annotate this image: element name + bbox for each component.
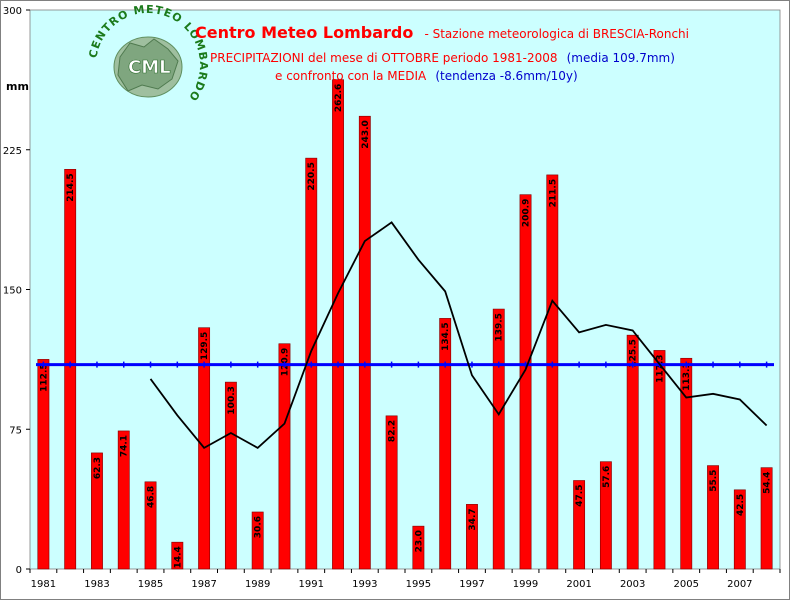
- bar: [573, 480, 586, 570]
- x-tick-label: 1989: [245, 579, 270, 590]
- bar-value-label: 34.7: [468, 508, 478, 530]
- x-tick-label: 2001: [566, 579, 591, 590]
- x-tick-label: 1983: [84, 579, 109, 590]
- bar: [37, 359, 50, 570]
- x-tick-label: 1997: [459, 579, 484, 590]
- x-tick-label: 1981: [31, 579, 56, 590]
- bar-value-label: 74.1: [120, 435, 130, 457]
- bar: [91, 452, 103, 570]
- bar: [358, 115, 371, 570]
- bar-value-label: 220.5: [307, 162, 317, 190]
- chart-subtitle-2: e confronto con la MEDIA (tendenza -8.6m…: [275, 65, 578, 84]
- subtitle-1-blue: (media 109.7mm): [567, 51, 675, 65]
- bar: [171, 541, 184, 570]
- y-axis: 0 75 150 225 300: [3, 6, 30, 576]
- subtitle-2-blue: (tendenza -8.6mm/10y): [435, 69, 577, 83]
- bar: [117, 430, 130, 570]
- bar: [626, 334, 639, 570]
- subtitle-2-red: e confronto con la MEDIA: [275, 69, 427, 83]
- x-axis: 1981 1983 1985 1987 1989 1991 1993 1995 1997 1999…: [29, 569, 781, 590]
- x-tick-label: 1987: [191, 579, 216, 590]
- bar-value-label: 120.9: [280, 348, 290, 376]
- bar: [251, 511, 264, 570]
- bar-value-label: 262.6: [334, 84, 344, 112]
- bar: [546, 174, 559, 570]
- bar-value-label: 117.3: [655, 354, 665, 382]
- x-tick-label: 1995: [406, 579, 431, 590]
- logo-initials: CML: [128, 57, 171, 78]
- bar-value-label: 47.5: [575, 484, 585, 506]
- bar-value-label: 62.3: [93, 457, 103, 479]
- bar-value-label: 134.5: [441, 322, 451, 350]
- bar-value-label: 243.0: [361, 120, 371, 148]
- bar: [653, 350, 666, 570]
- y-tick-label: 225: [3, 146, 22, 157]
- bar: [466, 504, 478, 570]
- y-tick-label: 75: [9, 425, 22, 436]
- bar: [599, 461, 612, 570]
- bar-value-label: 54.4: [763, 472, 773, 494]
- chart-title: Centro Meteo Lombardo - Stazione meteoro…: [195, 23, 689, 42]
- moving-average-line: [149, 221, 768, 450]
- bar-value-label: 100.3: [227, 386, 237, 414]
- subtitle-1-red: PRECIPITAZIONI del mese di OTTOBRE perio…: [210, 51, 558, 65]
- bar-value-label: 46.8: [147, 486, 157, 508]
- bar-value-label: 14.4: [173, 546, 183, 568]
- x-tick-label: 1985: [138, 579, 163, 590]
- title-main: Centro Meteo Lombardo: [195, 23, 413, 42]
- bar: [492, 308, 505, 570]
- bar-value-label: 23.0: [414, 530, 424, 552]
- bar: [144, 481, 157, 570]
- bar-value-label: 112.5: [39, 363, 49, 391]
- bar-value-label: 30.6: [254, 516, 264, 538]
- y-tick-label: 300: [3, 6, 22, 17]
- bar: [224, 381, 237, 570]
- bar: [412, 525, 425, 570]
- x-tick-label: 1991: [299, 579, 324, 590]
- bar-value-label: 82.2: [388, 420, 398, 442]
- bar: [385, 415, 398, 570]
- y-tick-label: 0: [16, 565, 22, 576]
- chart-subtitle-1: PRECIPITAZIONI del mese di OTTOBRE perio…: [210, 47, 675, 66]
- bar: [64, 169, 77, 570]
- bar: [278, 343, 291, 570]
- bar: [439, 318, 452, 570]
- logo-region-outline: [117, 38, 179, 92]
- bar: [680, 357, 693, 570]
- title-station: - Stazione meteorologica di BRESCIA-Ronc…: [424, 27, 689, 41]
- x-tick-label: 1999: [513, 579, 538, 590]
- bar: [707, 465, 719, 570]
- bar-value-label: 125.5: [629, 339, 639, 367]
- bar-value-label: 129.5: [200, 332, 210, 360]
- x-tick-label: 2003: [620, 579, 645, 590]
- bar: [733, 489, 746, 570]
- bar-value-label: 113.1: [682, 362, 692, 390]
- y-axis-unit: mm: [6, 80, 29, 93]
- bar: [332, 79, 344, 570]
- y-tick-label: 150: [3, 286, 22, 297]
- bar-value-label: 214.5: [66, 173, 76, 201]
- bar-value-label: 200.9: [522, 199, 532, 227]
- line-series: [36, 221, 774, 450]
- bar-data-labels: 112.5 214.5 62.3 74.1 46.8 14.4 129.5 100.3 30.6…: [39, 84, 772, 569]
- bar-value-label: 55.5: [709, 470, 719, 492]
- bar-value-label: 42.5: [736, 494, 746, 516]
- x-tick-label: 2007: [727, 579, 752, 590]
- x-tick-label: 2005: [674, 579, 699, 590]
- bar: [760, 467, 773, 570]
- bar-value-label: 139.5: [495, 313, 505, 341]
- bar-value-label: 211.5: [548, 179, 558, 207]
- bar-value-label: 57.6: [602, 466, 612, 488]
- x-tick-label: 1993: [352, 579, 377, 590]
- bar: [519, 194, 532, 570]
